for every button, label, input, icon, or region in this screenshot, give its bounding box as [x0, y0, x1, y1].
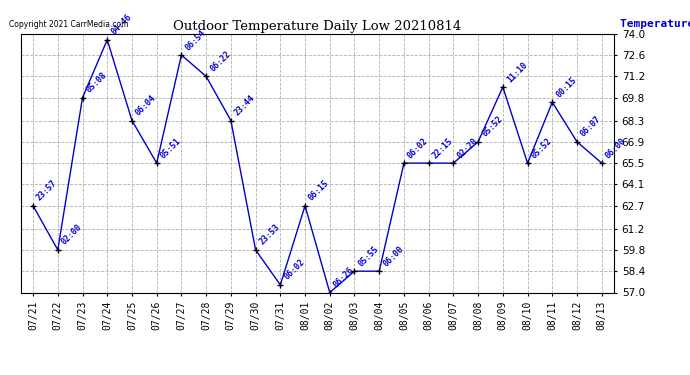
Text: 23:53: 23:53 — [257, 223, 282, 247]
Text: Temperature (°F): Temperature (°F) — [620, 19, 690, 28]
Text: 06:54: 06:54 — [184, 28, 208, 52]
Text: 06:02: 06:02 — [282, 258, 306, 282]
Text: 05:55: 05:55 — [357, 244, 380, 268]
Text: 06:26: 06:26 — [332, 266, 356, 290]
Text: 04:46: 04:46 — [109, 13, 133, 37]
Text: 23:57: 23:57 — [35, 178, 59, 203]
Text: 02:00: 02:00 — [60, 223, 83, 247]
Title: Outdoor Temperature Daily Low 20210814: Outdoor Temperature Daily Low 20210814 — [173, 20, 462, 33]
Text: 11:10: 11:10 — [505, 60, 529, 84]
Text: 06:15: 06:15 — [307, 178, 331, 203]
Text: 06:04: 06:04 — [134, 93, 158, 117]
Text: 05:51: 05:51 — [159, 136, 183, 160]
Text: 06:07: 06:07 — [579, 115, 603, 139]
Text: Copyright 2021 CarrMedia.com: Copyright 2021 CarrMedia.com — [9, 20, 128, 28]
Text: 00:15: 00:15 — [554, 75, 578, 99]
Text: 23:44: 23:44 — [233, 93, 257, 117]
Text: 05:52: 05:52 — [529, 136, 553, 160]
Text: 06:22: 06:22 — [208, 49, 232, 74]
Text: 02:20: 02:20 — [455, 136, 480, 160]
Text: 06:00: 06:00 — [604, 136, 628, 160]
Text: 06:02: 06:02 — [406, 136, 430, 160]
Text: 05:52: 05:52 — [480, 115, 504, 139]
Text: 06:00: 06:00 — [381, 244, 405, 268]
Text: 22:15: 22:15 — [431, 136, 455, 160]
Text: 05:08: 05:08 — [84, 70, 108, 94]
